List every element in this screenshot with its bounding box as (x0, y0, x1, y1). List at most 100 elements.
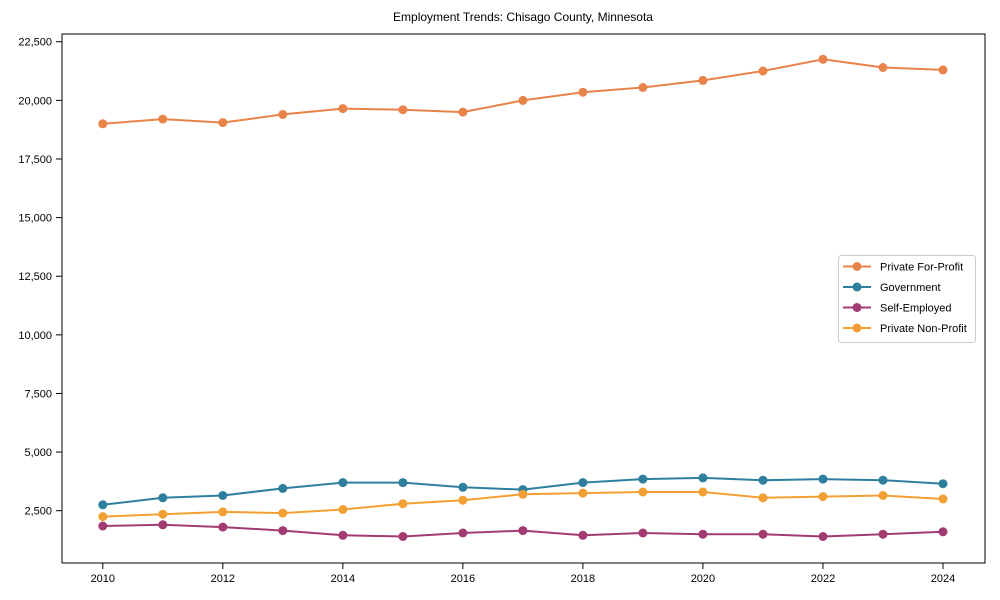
x-tick-label: 2010 (91, 573, 115, 585)
data-point-private-non-profit-2022 (818, 492, 828, 502)
legend-label-private-for-profit: Private For-Profit (880, 262, 963, 274)
data-point-private-for-profit-2024 (938, 65, 948, 75)
data-point-private-non-profit-2014 (338, 505, 348, 514)
data-point-private-non-profit-2018 (578, 488, 588, 498)
series-government (98, 473, 948, 510)
data-point-self-employed-2023 (878, 529, 888, 539)
legend-box (838, 255, 976, 343)
data-point-private-non-profit-2011 (158, 509, 168, 519)
data-point-self-employed-2014 (338, 530, 348, 540)
data-point-government-2016 (458, 482, 468, 492)
y-tick-label: 10,000 (18, 330, 52, 342)
data-point-government-2010 (98, 500, 108, 510)
data-point-private-for-profit-2014 (338, 104, 348, 114)
data-point-private-for-profit-2012 (218, 118, 228, 128)
data-point-government-2012 (218, 491, 228, 500)
data-point-government-2014 (338, 478, 348, 488)
data-point-self-employed-2012 (218, 522, 228, 532)
y-tick-label: 2,500 (24, 506, 52, 518)
legend: Private For-Profit Government Self-Employe… (838, 255, 976, 343)
x-tick-label: 2014 (331, 573, 355, 585)
data-point-government-2019 (638, 474, 648, 484)
y-tick-label: 22,500 (18, 37, 52, 49)
data-point-government-2015 (398, 478, 408, 488)
data-point-government-2020 (698, 473, 708, 483)
legend-label-government: Government (880, 282, 941, 294)
data-point-self-employed-2019 (638, 528, 648, 538)
data-point-private-for-profit-2013 (278, 109, 288, 119)
data-point-self-employed-2017 (518, 526, 528, 536)
legend-label-self-employed: Self-Employed (880, 303, 952, 315)
y-tick-label: 5,000 (24, 447, 52, 459)
data-point-private-for-profit-2011 (158, 114, 168, 124)
data-point-private-for-profit-2023 (878, 63, 888, 72)
x-tick-label: 2018 (571, 573, 595, 585)
data-series (98, 54, 948, 541)
x-tick-label: 2012 (211, 573, 235, 585)
data-point-self-employed-2013 (278, 526, 288, 536)
data-point-private-non-profit-2010 (98, 512, 108, 522)
legend-entry-private-for-profit: Private For-Profit (843, 262, 963, 274)
y-tick-label: 12,500 (18, 271, 52, 283)
series-self-employed (98, 520, 948, 541)
data-point-private-non-profit-2016 (458, 495, 468, 505)
x-tick-label: 2020 (691, 573, 715, 585)
data-point-private-for-profit-2017 (518, 95, 528, 105)
data-point-private-for-profit-2010 (98, 119, 108, 129)
y-tick-label: 15,000 (18, 213, 52, 225)
x-tick-label: 2016 (451, 573, 475, 585)
data-point-self-employed-2016 (458, 528, 468, 538)
data-point-government-2013 (278, 483, 288, 493)
data-point-self-employed-2010 (98, 521, 108, 531)
y-tick-label: 20,000 (18, 95, 52, 107)
data-point-self-employed-2020 (698, 529, 708, 539)
data-point-government-2024 (938, 479, 948, 489)
plot-frame (61, 33, 986, 564)
data-point-government-2021 (758, 475, 768, 485)
data-point-self-employed-2024 (938, 527, 948, 537)
data-point-self-employed-2015 (398, 532, 408, 541)
axes: 2,500 5,000 7,500 10,000 12,500 15,000 17,500 2… (18, 33, 986, 585)
series-private-for-profit (98, 54, 948, 129)
data-point-private-non-profit-2020 (698, 487, 708, 497)
data-point-private-non-profit-2024 (938, 494, 948, 504)
legend-marker-private-non-profit (852, 323, 862, 333)
data-point-government-2018 (578, 478, 588, 488)
data-point-private-for-profit-2022 (818, 54, 828, 64)
data-point-self-employed-2022 (818, 532, 828, 541)
y-tick-label: 7,500 (24, 388, 52, 400)
legend-entry-government: Government (843, 282, 941, 294)
data-point-private-non-profit-2017 (518, 489, 528, 499)
y-tick-label: 17,500 (18, 154, 52, 166)
data-point-private-for-profit-2020 (698, 75, 708, 85)
data-point-private-for-profit-2015 (398, 105, 408, 115)
data-point-government-2023 (878, 475, 888, 485)
series-private-non-profit (98, 487, 948, 522)
data-point-private-non-profit-2023 (878, 491, 888, 500)
data-point-self-employed-2011 (158, 520, 168, 530)
legend-entry-self-employed: Self-Employed (843, 303, 952, 315)
chart-title: Employment Trends: Chisago County, Minne… (393, 10, 653, 24)
data-point-private-non-profit-2013 (278, 508, 288, 518)
data-point-private-non-profit-2012 (218, 507, 228, 517)
legend-marker-government (852, 282, 862, 292)
data-point-private-non-profit-2019 (638, 487, 648, 497)
series-line-private-for-profit (101, 58, 944, 125)
data-point-self-employed-2018 (578, 530, 588, 540)
legend-marker-self-employed (852, 303, 862, 312)
legend-label-private-non-profit: Private Non-Profit (880, 323, 967, 335)
data-point-government-2022 (818, 474, 828, 484)
x-tick-label: 2022 (811, 573, 835, 585)
data-point-private-for-profit-2019 (638, 83, 648, 92)
data-point-self-employed-2021 (758, 529, 768, 539)
data-point-private-non-profit-2015 (398, 499, 408, 509)
data-point-private-for-profit-2016 (458, 107, 468, 117)
data-point-government-2011 (158, 493, 168, 503)
data-point-private-for-profit-2021 (758, 66, 768, 76)
data-point-private-for-profit-2018 (578, 87, 588, 97)
legend-marker-private-for-profit (852, 262, 862, 271)
x-tick-label: 2024 (931, 573, 955, 585)
legend-entry-private-non-profit: Private Non-Profit (843, 323, 967, 335)
